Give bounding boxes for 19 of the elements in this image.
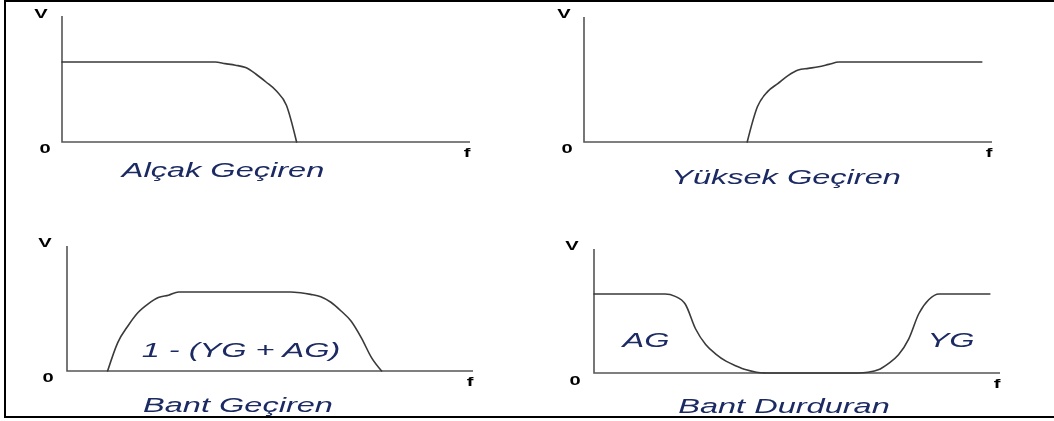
y-axis-title: V	[34, 6, 49, 22]
annotation: 1 - (YG + AG)	[141, 337, 341, 362]
x-axis-title: f	[466, 374, 474, 390]
x-axis-title: f	[993, 376, 1001, 392]
text: 0	[569, 373, 581, 389]
text: Yüksek Geçiren	[671, 164, 901, 189]
y-axis-title: V	[557, 6, 572, 22]
text: Bant Geçiren	[143, 392, 333, 417]
text: Bant Durduran	[678, 393, 890, 418]
y-axis-title: V	[38, 235, 53, 251]
y-axis-title: V	[565, 238, 580, 254]
text: Alçak Geçiren	[119, 157, 325, 182]
annotation: YG	[927, 327, 975, 352]
x-axis-title: f	[985, 145, 993, 161]
annotation: AG	[620, 327, 670, 352]
text: 0	[561, 141, 573, 157]
text: 0	[39, 141, 51, 157]
text: 0	[42, 370, 54, 386]
x-axis-title: f	[463, 145, 471, 161]
